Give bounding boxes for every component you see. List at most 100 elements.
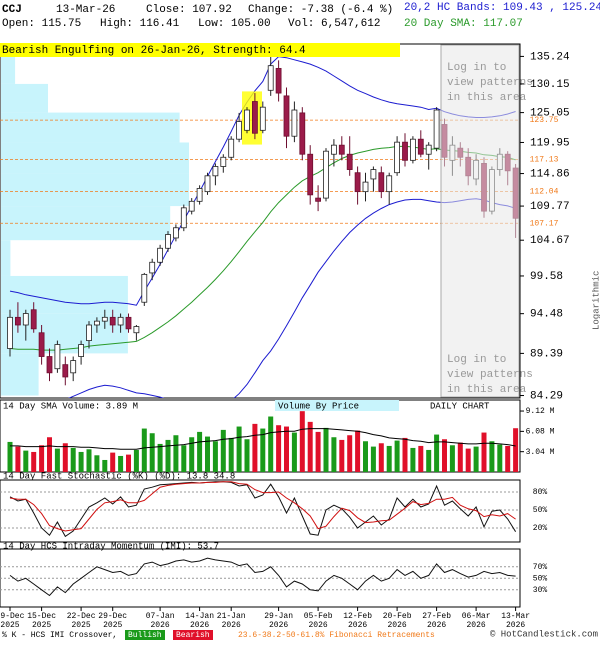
volume-bar	[284, 426, 289, 472]
candle-body	[22, 313, 29, 326]
y-tick-label: 6.08 M	[526, 427, 555, 436]
candle-body	[362, 181, 369, 193]
volume-bar	[23, 450, 29, 472]
candle-body	[78, 344, 84, 357]
y-tick-label: 50%	[533, 574, 548, 583]
candle-body	[354, 172, 361, 193]
bullish-bg	[125, 630, 165, 640]
volume-bar	[402, 437, 408, 472]
bearish-bg	[173, 630, 213, 640]
volume-by-price-bar	[1, 83, 48, 113]
x-tick-label: 05-Feb	[304, 612, 333, 621]
volume-bar	[220, 429, 226, 472]
volume-by-price-bar	[1, 275, 128, 314]
volume: Vol: 6,547,612	[288, 18, 380, 30]
candle-body	[323, 150, 329, 199]
daily-chart: DAILY CHART	[430, 401, 490, 411]
login-notice: Log in to	[447, 62, 506, 74]
volume-bar	[86, 449, 92, 472]
y-tick-label: 20%	[533, 524, 548, 533]
pattern-box	[0, 43, 400, 57]
volume-by-price-bar	[1, 173, 189, 207]
candle-body	[7, 316, 13, 349]
volume-bar	[442, 439, 447, 472]
candle-body	[370, 169, 377, 180]
volume-bar	[181, 445, 187, 472]
x-tick-label: 2026	[506, 621, 525, 630]
line	[9, 56, 516, 306]
fib-label: 107.17	[530, 219, 559, 228]
candle-body	[346, 153, 353, 170]
volume-bar	[31, 451, 37, 472]
candle-body	[338, 144, 345, 155]
volume-title: 14 Day SMA Volume: 3.89 M	[3, 401, 138, 411]
volume-bar	[133, 449, 139, 472]
login-notice: in this area	[447, 384, 527, 396]
date: 13-Mar-26	[56, 4, 115, 16]
footer-fibonacci: 23.6-38.2-50-61.8% Fibonacci Retracement…	[238, 631, 435, 640]
x-tick-label: 14-Jan	[185, 612, 214, 621]
x-tick-label: 09-Dec	[0, 612, 25, 621]
candle-body	[386, 175, 393, 193]
volume-bar	[197, 431, 203, 472]
candle-body	[149, 261, 156, 274]
x-tick-label: 2025	[71, 621, 90, 630]
candle-body	[275, 67, 282, 94]
close: Close: 107.92	[146, 4, 232, 16]
login-notice: view patterns	[447, 77, 533, 89]
candle-body	[109, 316, 116, 326]
candle-body	[378, 172, 385, 193]
fib-label: 117.13	[530, 156, 559, 165]
volume-by-price-bar	[1, 240, 11, 276]
candle-body	[117, 316, 124, 326]
y-tick-label: 135.24	[530, 51, 570, 63]
x-tick-label: 27-Feb	[422, 612, 451, 621]
volume-bar	[299, 411, 305, 472]
x-tick-label: 2026	[308, 621, 327, 630]
candle-body	[86, 324, 92, 341]
volume-bar	[54, 448, 60, 472]
candle-body	[315, 197, 322, 202]
volume-bar	[141, 428, 147, 472]
volume-bar	[315, 431, 321, 472]
volume-bar	[39, 445, 45, 472]
volume-bar	[118, 455, 124, 472]
volume-bar	[394, 440, 400, 472]
volume-by-price-bar	[1, 142, 189, 174]
y-tick-label: 30%	[533, 586, 548, 595]
volume-bar	[252, 423, 258, 472]
volume-bar	[513, 428, 519, 472]
axis-label: Logarithmic	[591, 271, 600, 330]
x-tick-label: 20-Feb	[383, 612, 412, 621]
candle-body	[394, 141, 401, 174]
x-tick-label: 22-Dec	[67, 612, 96, 621]
volume-bar	[449, 445, 455, 472]
x-tick-label: 29-Jan	[264, 612, 293, 621]
y-tick-label: 3.04 M	[526, 448, 555, 457]
volume-bar	[157, 443, 163, 472]
candle-body	[101, 316, 108, 322]
volume-bar	[78, 451, 84, 472]
volume-by-price-bar	[1, 353, 39, 396]
candle-body	[251, 101, 258, 134]
x-tick-label: 12-Feb	[343, 612, 372, 621]
candle-body	[38, 332, 45, 357]
volume-bar	[212, 441, 218, 472]
volume-bar	[276, 425, 282, 472]
volume-bar	[189, 437, 195, 472]
volume-bar	[126, 454, 131, 472]
footer-bearish: Bearish	[176, 631, 210, 640]
volume-bar	[497, 444, 503, 472]
volume-bar	[378, 443, 384, 472]
volume-bar	[386, 445, 392, 472]
high: High: 116.41	[100, 18, 180, 30]
candle-body	[180, 207, 187, 229]
candle-body	[330, 144, 337, 155]
candle-body	[188, 200, 195, 212]
volume-bar	[228, 437, 234, 472]
y-tick-label: 50%	[533, 506, 548, 515]
y-tick-label: 104.67	[530, 235, 570, 247]
x-tick-label: 06-Mar	[462, 612, 491, 621]
volume-bar	[347, 435, 353, 472]
y-tick-label: 80%	[533, 488, 548, 497]
